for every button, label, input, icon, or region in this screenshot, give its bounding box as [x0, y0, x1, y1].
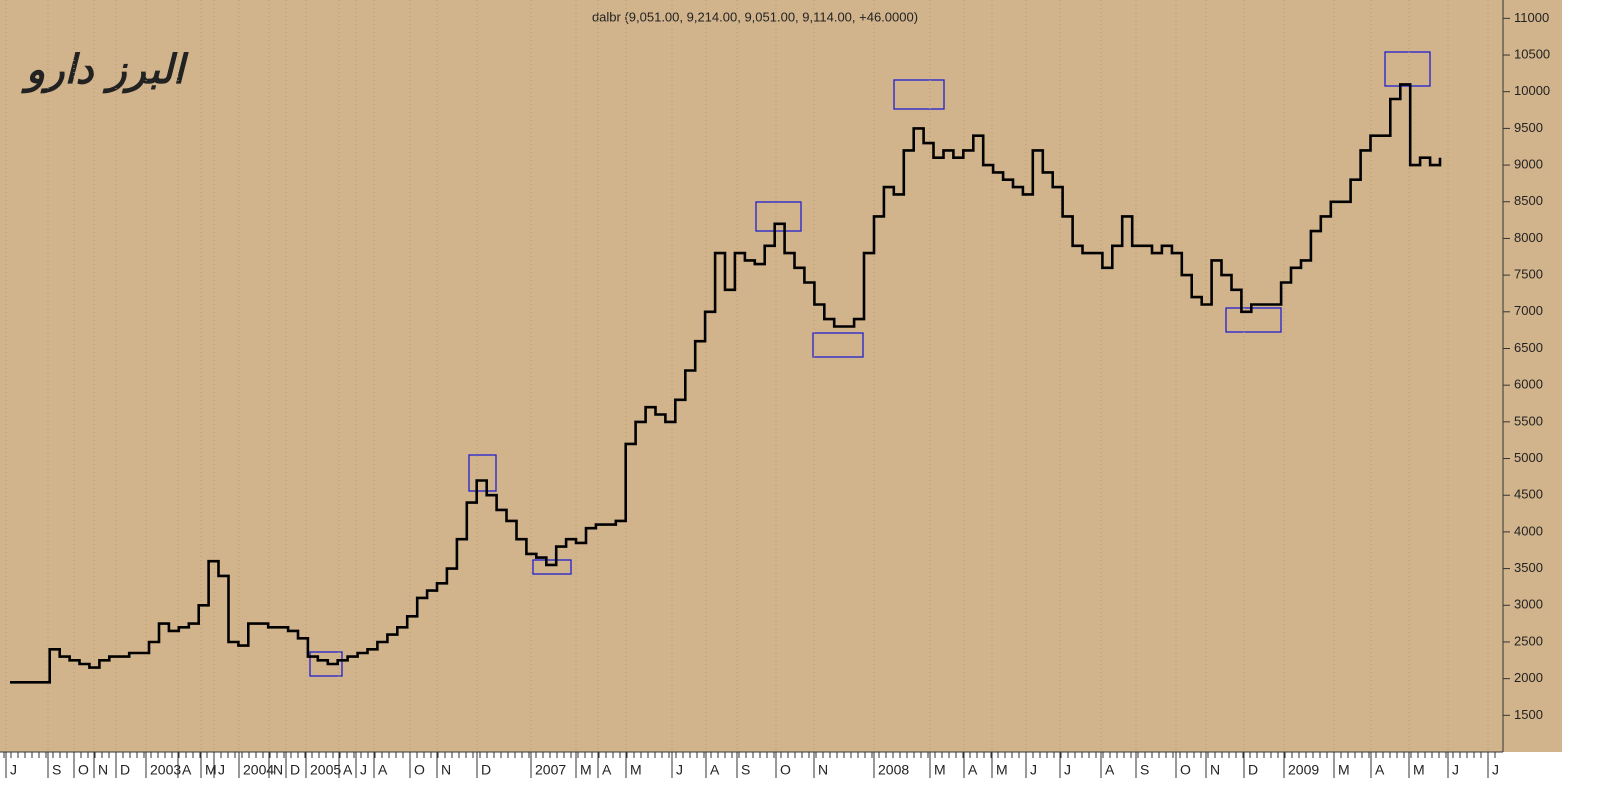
- x-tick-label: J: [10, 762, 17, 778]
- x-tick-label: N: [98, 762, 108, 778]
- x-tick-label: J: [1492, 762, 1499, 778]
- y-tick-label: 9500: [1514, 120, 1543, 135]
- x-tick-label: A: [968, 762, 978, 778]
- x-tick-label: A: [378, 762, 388, 778]
- plot-background: [0, 0, 1562, 752]
- x-tick-label: M: [1413, 762, 1425, 778]
- x-tick-label: J: [218, 762, 225, 778]
- y-tick-label: 5500: [1514, 413, 1543, 428]
- y-tick-label: 2500: [1514, 633, 1543, 648]
- box: [468, 454, 497, 492]
- x-tick-label: 2009: [1288, 762, 1319, 778]
- x-tick-label: 2003: [150, 762, 181, 778]
- y-tick-label: 11000: [1514, 10, 1549, 25]
- highlight-boxes: [309, 51, 1431, 677]
- x-tick-label: A: [602, 762, 612, 778]
- x-tick-label: 2008: [878, 762, 909, 778]
- x-tick-label: O: [78, 762, 89, 778]
- x-tick-label: M: [996, 762, 1008, 778]
- y-tick-label: 5000: [1514, 450, 1543, 465]
- y-tick-label: 2000: [1514, 670, 1543, 685]
- x-tick-label: D: [120, 762, 130, 778]
- y-tick-label: 8500: [1514, 193, 1543, 208]
- x-tick-label: S: [52, 762, 61, 778]
- x-tick-label: A: [1375, 762, 1385, 778]
- box: [1225, 307, 1282, 333]
- box: [812, 332, 864, 358]
- chart-title: dalbr (9,051.00, 9,214.00, 9,051.00, 9,1…: [592, 9, 918, 24]
- x-tick-label: N: [818, 762, 828, 778]
- x-tick-label: M: [1338, 762, 1350, 778]
- box: [755, 201, 802, 232]
- x-tick-label: S: [1140, 762, 1149, 778]
- x-tick-label: N: [273, 762, 283, 778]
- x-tick-label: J: [1452, 762, 1459, 778]
- x-tick-label: J: [676, 762, 683, 778]
- x-tick-label: A: [1105, 762, 1115, 778]
- x-tick-label: N: [1210, 762, 1220, 778]
- x-tick-label: J: [1064, 762, 1071, 778]
- x-tick-label: D: [481, 762, 491, 778]
- y-tick-label: 7000: [1514, 303, 1543, 318]
- box: [1384, 51, 1431, 87]
- y-tick-label: 6500: [1514, 340, 1543, 355]
- x-tick-label: O: [1180, 762, 1191, 778]
- y-tick-label: 10000: [1514, 83, 1550, 98]
- y-tick-label: 10500: [1514, 46, 1550, 61]
- box: [532, 559, 572, 575]
- y-tick-label: 4000: [1514, 523, 1543, 538]
- x-tick-label: J: [1030, 762, 1037, 778]
- x-tick-label: A: [182, 762, 192, 778]
- y-tick-label: 7500: [1514, 267, 1543, 282]
- x-tick-label: M: [934, 762, 946, 778]
- x-tick-label: 2004: [243, 762, 274, 778]
- y-tick-label: 3000: [1514, 597, 1543, 612]
- box: [309, 651, 343, 677]
- x-tick-label: 2007: [535, 762, 566, 778]
- x-tick-label: J: [360, 762, 367, 778]
- x-tick-label: D: [1248, 762, 1258, 778]
- annotation: البرز دارو: [21, 47, 189, 94]
- x-tick-label: O: [414, 762, 425, 778]
- price-line: [10, 83, 1442, 684]
- x-tick-label: O: [780, 762, 791, 778]
- x-tick-label: A: [710, 762, 720, 778]
- y-tick-label: 3500: [1514, 560, 1543, 575]
- y-tick-label: 4500: [1514, 487, 1543, 502]
- x-tick-label: S: [741, 762, 750, 778]
- x-tick-label: A: [343, 762, 353, 778]
- x-tick-label: D: [290, 762, 300, 778]
- x-tick-label: 2005: [310, 762, 341, 778]
- y-tick-label: 9000: [1514, 157, 1543, 172]
- x-tick-label: M: [205, 762, 217, 778]
- x-tick-label: M: [630, 762, 642, 778]
- y-tick-label: 1500: [1514, 707, 1543, 722]
- x-tick-label: N: [441, 762, 451, 778]
- y-tick-label: 8000: [1514, 230, 1543, 245]
- y-tick-label: 6000: [1514, 377, 1543, 392]
- x-tick-label: M: [580, 762, 592, 778]
- box: [893, 79, 945, 110]
